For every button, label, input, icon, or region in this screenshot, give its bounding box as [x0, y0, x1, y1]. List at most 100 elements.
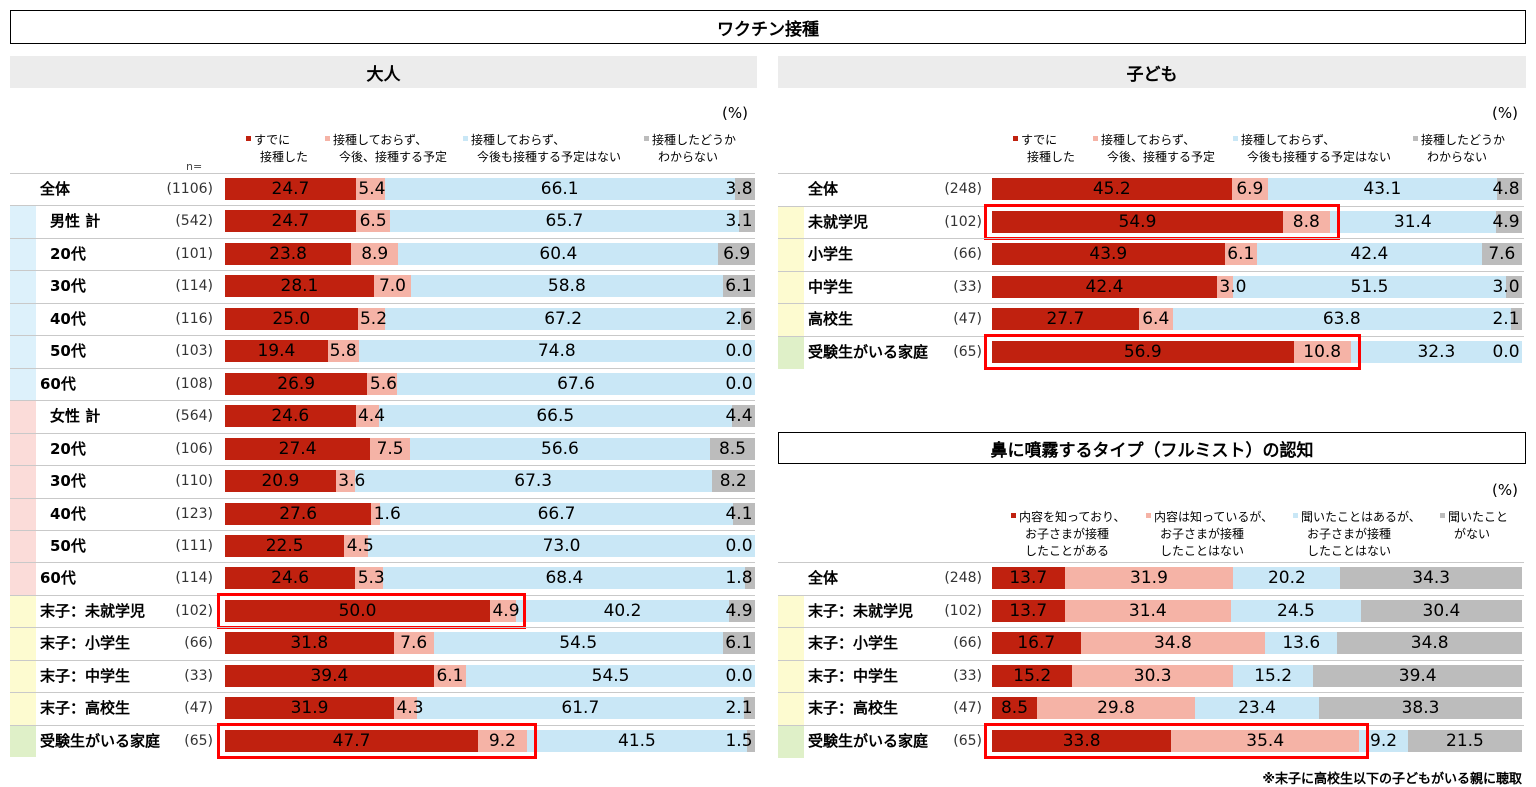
value-label: 7.0 [378, 276, 406, 297]
bar-segment-1 [992, 599, 1065, 622]
value-label: 8.2 [719, 471, 747, 492]
bar-segment-1 [992, 730, 1172, 752]
bar-segment-3 [358, 340, 755, 363]
legend-text: 接種しておらず、 [471, 133, 566, 147]
value-label: 41.5 [618, 730, 656, 751]
legend-text: 今後も接種する予定はない [1247, 150, 1392, 164]
stacked-bar: 22.5 4.5 73.0 0.0 [225, 534, 755, 557]
row-label: 末子：高校生 [40, 699, 131, 718]
highlight-box [217, 592, 526, 629]
value-label: 23.8 [269, 243, 307, 264]
bar-segment-1 [992, 664, 1073, 687]
stacked-bar: 27.7 6.4 63.8 2.1 [992, 308, 1522, 331]
bar-segment-3 [379, 502, 734, 525]
stacked-bar: 13.7 31.4 24.5 30.4 [992, 599, 1522, 622]
value-label: 2.1 [725, 698, 753, 719]
row-label: 全体 [808, 180, 839, 198]
row-label: 50代 [50, 342, 86, 361]
value-label: 3.8 [725, 179, 753, 199]
legend-text: したことはない [1307, 544, 1392, 558]
bar-segment-3 [1233, 567, 1341, 589]
value-label: 19.4 [257, 341, 296, 362]
row-separator [10, 627, 755, 629]
bar-segment-3 [466, 664, 755, 687]
stacked-bar: 16.7 34.8 13.6 34.8 [992, 632, 1522, 655]
stacked-bar: 19.4 5.8 74.8 0.0 [225, 340, 755, 363]
bar-segment-4 [1337, 632, 1522, 655]
bar-segment-1 [992, 275, 1217, 298]
bar-segment-2 [1138, 308, 1173, 331]
bar-segment-2 [371, 502, 380, 525]
value-label: 65.7 [545, 211, 584, 232]
legend-text: お子さまが接種 [1160, 527, 1245, 541]
bar-segment-3 [1268, 178, 1497, 200]
bar-segment-3 [1232, 275, 1507, 298]
stacked-bar: 15.2 30.3 15.2 39.4 [992, 664, 1522, 687]
stacked-bar: 13.7 31.9 20.2 34.3 [992, 567, 1522, 589]
row-label: 末子：未就学児 [40, 601, 146, 620]
bar-segment-3 [383, 567, 746, 590]
bar-segment-2 [1072, 664, 1233, 687]
stacked-bar: 27.6 1.6 66.7 4.1 [225, 502, 755, 525]
bar-segment-3 [1350, 341, 1522, 363]
value-label: 63.8 [1322, 309, 1361, 330]
legend-item: 接種したどうか わからない [644, 132, 736, 166]
value-label: 3.0 [1219, 276, 1247, 297]
legend-item: 接種しておらず、 今後、接種する予定 [325, 132, 447, 166]
value-label: 4.8 [1492, 179, 1520, 199]
bar-segment-1 [225, 437, 371, 460]
bar-segment-2 [335, 470, 355, 493]
value-label: 1.6 [373, 503, 401, 524]
value-label: 4.4 [357, 406, 386, 427]
legend-text: わからない [1427, 150, 1488, 164]
value-label: 10.8 [1303, 342, 1342, 362]
group-stripe-yellow [778, 205, 804, 336]
bar-segment-2 [327, 340, 359, 363]
bar-segment-4 [718, 242, 755, 265]
value-label: 22.5 [265, 535, 304, 556]
legend-swatch [463, 136, 468, 141]
value-label: 39.4 [1398, 665, 1437, 686]
bar-segment-4 [711, 470, 755, 493]
row-label: 40代 [50, 309, 86, 328]
legend-item: 聞いたことはあるが、 お子さまが接種 したことはない [1293, 509, 1421, 560]
row-separator [10, 205, 755, 207]
row-n: (47) [953, 311, 982, 328]
bar-segment-2 [490, 599, 516, 622]
bar-segment-3 [416, 697, 744, 720]
row-separator [10, 659, 755, 661]
bar-segment-2 [1282, 210, 1330, 233]
row-label: 40代 [50, 504, 86, 523]
stacked-bar: 45.2 6.9 43.1 4.8 [992, 178, 1522, 200]
legend-item: 聞いたこと がない [1440, 509, 1508, 543]
bar-segment-4 [743, 697, 755, 720]
value-label: 6.1 [725, 276, 753, 297]
value-label: 20.2 [1267, 568, 1306, 588]
value-label: 68.4 [545, 568, 584, 589]
legend-item: 接種したどうか わからない [1413, 132, 1505, 166]
row-label: 男性 計 [50, 212, 101, 231]
bar-segment-1 [992, 632, 1081, 655]
value-label: 45.2 [1092, 179, 1131, 199]
row-n: (47) [184, 700, 213, 717]
value-label: 67.6 [557, 373, 595, 394]
unit-label: (%) [1492, 481, 1518, 499]
row-separator [10, 270, 755, 272]
row-label: 50代 [50, 536, 86, 555]
row-label: 女性 計 [50, 407, 101, 426]
value-label: 1.5 [725, 730, 753, 751]
row-n: (65) [184, 732, 213, 749]
bar-segment-3 [398, 242, 719, 265]
bar-segment-3 [385, 307, 742, 330]
value-label: 31.4 [1128, 600, 1167, 621]
row-n: (33) [184, 667, 213, 684]
bar-segment-2 [357, 307, 386, 330]
stacked-bar: 24.7 6.5 65.7 3.1 [225, 210, 755, 233]
legend-text: したことはない [1160, 544, 1245, 558]
value-label: 29.8 [1097, 698, 1135, 719]
bar-segment-3 [1231, 599, 1361, 622]
stacked-bar: 25.0 5.2 67.2 2.6 [225, 307, 755, 330]
value-label: 0.0 [725, 341, 753, 362]
bar-segment-4 [729, 599, 755, 622]
bar-segment-1 [225, 405, 356, 428]
